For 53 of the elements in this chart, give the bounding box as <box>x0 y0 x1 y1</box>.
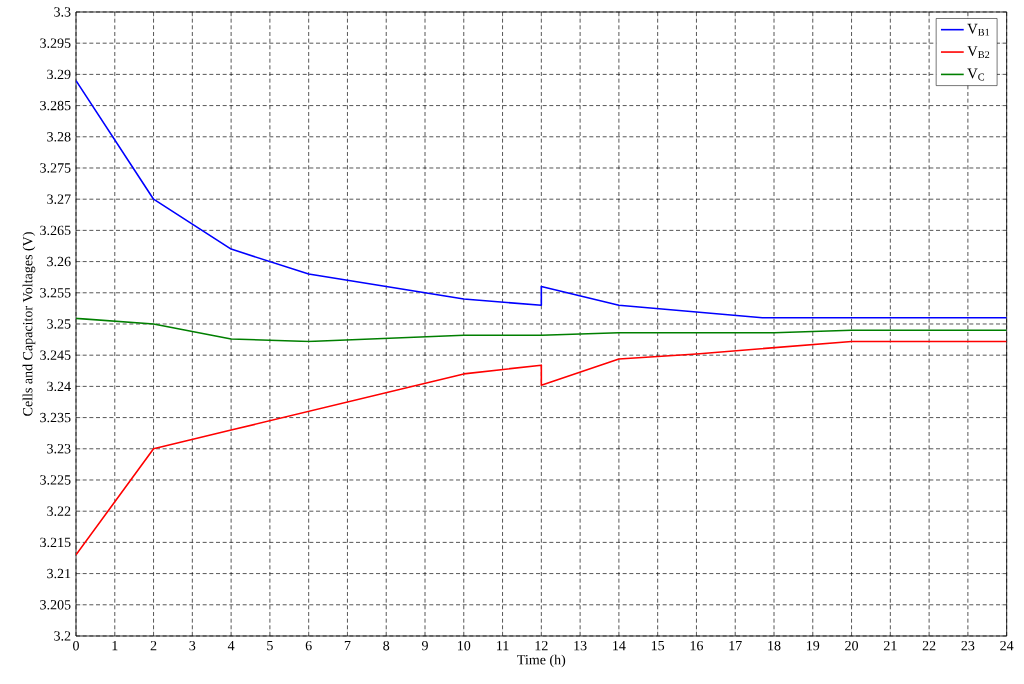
x-tick-label: 1 <box>112 640 118 651</box>
x-tick-label: 18 <box>768 640 781 651</box>
x-tick-label: 22 <box>922 640 936 651</box>
y-tick-label: 3.21 <box>47 568 71 579</box>
x-tick-label: 9 <box>421 640 428 651</box>
y-tick-label: 3.295 <box>40 38 71 48</box>
x-tick-label: 7 <box>344 640 351 651</box>
x-tick-label: 6 <box>305 640 312 651</box>
y-tick-label: 3.205 <box>40 600 71 610</box>
x-tick-label: 10 <box>458 640 471 651</box>
y-tick-label: 3.29 <box>47 69 71 80</box>
x-tick-label: 0 <box>73 640 79 651</box>
line-series <box>76 79 1007 319</box>
y-tick-label: 3.215 <box>40 537 71 548</box>
legend-label: V$_{B2}$ <box>967 46 990 59</box>
x-tick-label: 24 <box>1000 640 1014 651</box>
y-axis-title: Cells and Capacitor Voltages (V) <box>22 232 36 416</box>
y-tick-label: 3.235 <box>40 412 71 423</box>
x-tick-label: 3 <box>189 640 196 651</box>
x-axis-title: Time (h) <box>517 654 566 668</box>
y-tick-label: 3.27 <box>47 194 71 204</box>
y-tick-label: 3.25 <box>47 319 71 329</box>
y-tick-label: 3.26 <box>47 256 71 267</box>
legend-label: V$_{B1}$ <box>967 23 990 36</box>
y-tick-label: 3.285 <box>40 100 71 111</box>
legend-label: V$_{C}$ <box>967 68 985 81</box>
y-tick-label: 3.22 <box>47 506 71 516</box>
y-tick-label: 3.255 <box>40 288 71 298</box>
y-tick-label: 3.24 <box>47 381 71 392</box>
y-tick-label: 3.275 <box>40 163 71 173</box>
x-tick-label: 12 <box>535 640 548 651</box>
y-tick-label: 3.28 <box>47 132 71 142</box>
x-tick-label: 15 <box>651 640 665 651</box>
x-tick-label: 17 <box>729 640 742 651</box>
y-tick-label: 3.245 <box>40 350 71 360</box>
x-tick-label: 5 <box>267 640 273 651</box>
x-tick-label: 21 <box>883 640 897 651</box>
x-tick-label: 19 <box>807 640 820 651</box>
y-tick-label: 3.23 <box>47 444 71 454</box>
y-tick-label: 3.2 <box>54 631 71 641</box>
y-tick-label: 3.225 <box>40 475 71 485</box>
y-tick-label: 3.265 <box>40 225 71 236</box>
x-tick-label: 20 <box>845 640 859 651</box>
x-tick-label: 16 <box>690 640 704 651</box>
x-tick-label: 13 <box>574 640 587 651</box>
y-tick-label: 3.3 <box>54 7 71 17</box>
x-tick-label: 2 <box>150 640 157 651</box>
line-series <box>76 317 1007 343</box>
x-tick-label: 4 <box>227 640 235 651</box>
x-tick-label: 11 <box>497 640 509 651</box>
x-tick-label: 23 <box>961 640 975 651</box>
x-tick-label: 14 <box>613 640 626 651</box>
x-tick-label: 8 <box>383 640 390 651</box>
